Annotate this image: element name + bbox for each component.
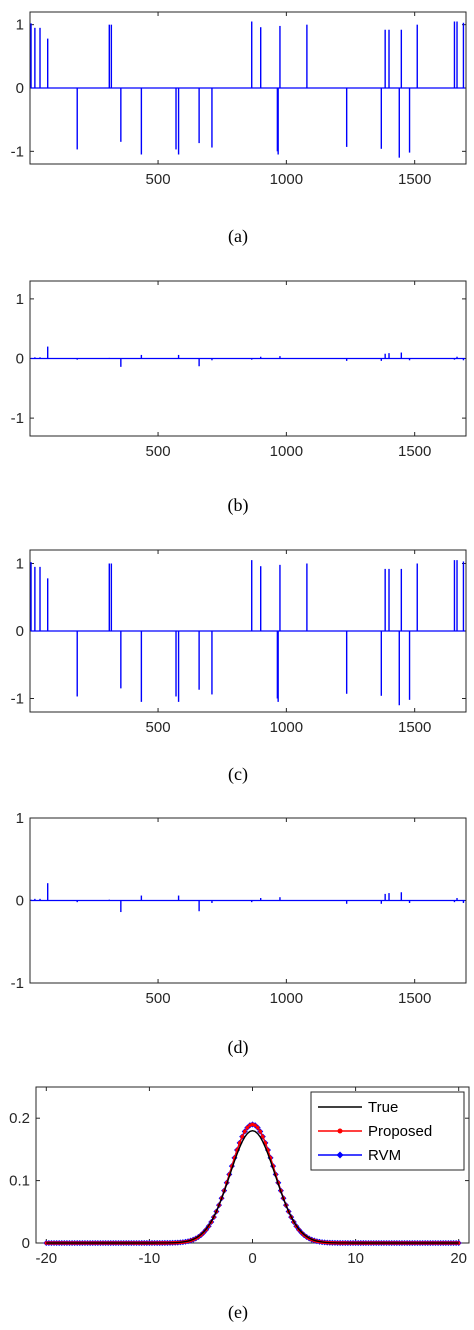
x-tick-label: 1500 — [398, 719, 431, 736]
y-tick-label: 0 — [16, 80, 24, 97]
subplot-c: 500 1000 1500 -1 0 1 — [11, 549, 467, 736]
legend-label-rvm: RVM — [368, 1147, 401, 1164]
x-tick-label: 20 — [450, 1250, 467, 1267]
caption-a: (a) — [228, 226, 248, 247]
proposed-point — [240, 1134, 244, 1139]
x-tick-label: 1000 — [270, 719, 303, 736]
proposed-point — [258, 1129, 263, 1134]
y-tick-label: 1 — [16, 810, 24, 827]
x-tick-label: 500 — [146, 443, 171, 460]
y-tick-label: 0 — [16, 893, 24, 910]
x-tick-label: 500 — [146, 171, 171, 188]
y-tick-label: -1 — [11, 143, 24, 160]
y-tick-label: 1 — [16, 556, 24, 573]
proposed-point — [255, 1125, 260, 1130]
proposed-point — [245, 1125, 250, 1130]
proposed-point — [261, 1134, 265, 1139]
subplot-b: 500 1000 1500 -1 0 1 — [11, 280, 467, 460]
y-tick-label: 0 — [16, 623, 24, 640]
caption-d: (d) — [228, 1037, 249, 1058]
y-tick-label: -1 — [11, 975, 24, 992]
x-tick-label: 1000 — [270, 171, 303, 188]
y-tick-label: -1 — [11, 410, 24, 427]
x-tick-label: 0 — [248, 1250, 256, 1267]
proposed-point — [44, 1241, 49, 1245]
y-tick-label: 0.1 — [9, 1173, 30, 1190]
subplot-e: -20 -10 0 10 20 0 0.1 0.2 True Proposed RVM — [9, 1086, 470, 1267]
proposed-point — [253, 1123, 257, 1128]
series-line-true — [46, 1129, 459, 1244]
y-tick-label: 0 — [16, 351, 24, 368]
x-tick-label: -10 — [139, 1250, 161, 1267]
y-tick-label: 1 — [16, 291, 24, 308]
x-tick-label: 1000 — [270, 990, 303, 1007]
x-tick-label: 1000 — [270, 443, 303, 460]
proposed-point — [242, 1129, 247, 1134]
x-tick-label: 1500 — [398, 990, 431, 1007]
x-tick-label: 1500 — [398, 171, 431, 188]
x-tick-label: 10 — [347, 1250, 364, 1267]
y-tick-label: 0.2 — [9, 1110, 30, 1127]
caption-e: (e) — [228, 1302, 248, 1323]
proposed-point — [456, 1241, 461, 1245]
x-tick-label: 1500 — [398, 443, 431, 460]
x-tick-label: 500 — [146, 719, 171, 736]
y-tick-label: -1 — [11, 691, 24, 708]
caption-c: (c) — [228, 764, 248, 785]
legend: True Proposed RVM — [310, 1091, 465, 1171]
x-tick-label: -20 — [35, 1250, 57, 1267]
caption-b: (b) — [228, 495, 249, 516]
legend-marker-diamond — [336, 1151, 344, 1159]
y-tick-label: 1 — [16, 17, 24, 34]
legend-label-true: True — [368, 1099, 398, 1116]
y-tick-label: 0 — [22, 1235, 30, 1252]
x-tick-label: 500 — [146, 990, 171, 1007]
subplot-a: 500 1000 1500 -1 0 1 — [11, 11, 467, 188]
legend-marker-dot — [337, 1128, 343, 1134]
subplot-d: 500 1000 1500 -1 0 1 — [11, 810, 467, 1007]
legend-label-proposed: Proposed — [368, 1123, 432, 1140]
